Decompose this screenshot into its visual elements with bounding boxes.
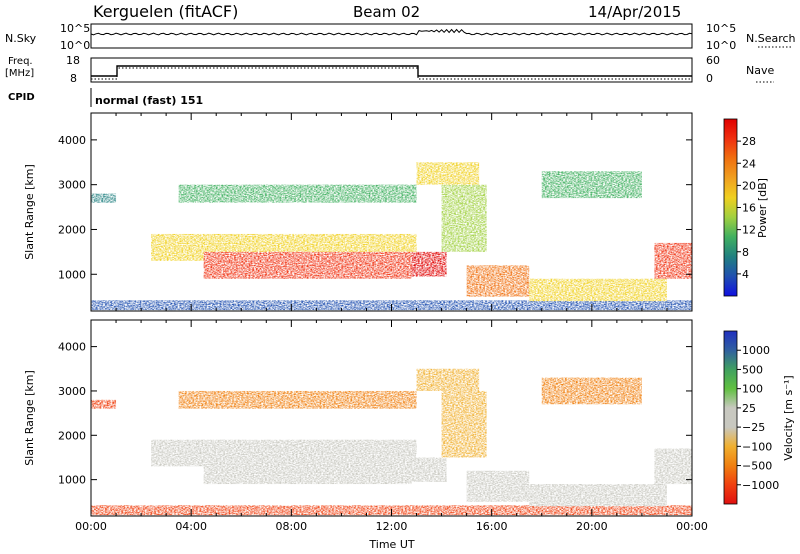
velocity-cb-label-5: −100 bbox=[742, 440, 772, 453]
power-echo-region-7 bbox=[654, 242, 692, 279]
freq-label: Freq. bbox=[8, 56, 33, 67]
velocity-data-layer bbox=[91, 368, 692, 516]
nsky-tick-top: 10^5 bbox=[60, 22, 90, 35]
nsky-trace bbox=[90, 28, 693, 36]
power-ytick-label-0: 1000 bbox=[58, 268, 86, 281]
power-cb-label-2: 12 bbox=[742, 224, 756, 237]
velocity-cb-label-7: −1000 bbox=[742, 479, 779, 492]
velocity-echo-region-8 bbox=[91, 399, 117, 409]
power-ytick-label-2: 3000 bbox=[58, 179, 86, 192]
power-colorbar-label: Power [dB] bbox=[756, 178, 769, 238]
velocity-ytick-label-1: 2000 bbox=[58, 429, 86, 442]
freq-unit: [MHz] bbox=[5, 68, 34, 79]
power-echo-region-4 bbox=[441, 184, 487, 252]
nave-tick-bottom: 0 bbox=[706, 72, 713, 85]
time-axis-label: Time UT bbox=[368, 538, 414, 551]
velocity-colorbar-label: Velocity [m s⁻¹] bbox=[782, 375, 795, 460]
power-ytick-label-1: 2000 bbox=[58, 223, 86, 236]
cpid-row: CPID normal (fast) 151 bbox=[8, 88, 203, 107]
velocity-echo-region-9 bbox=[178, 390, 417, 409]
freq-panel: Freq. [MHz] 18 8 60 0 Nave bbox=[5, 54, 774, 85]
station-title: Kerguelen (fitACF) bbox=[93, 2, 238, 21]
velocity-xtick-label-5: 20:00 bbox=[576, 520, 608, 533]
velocity-xtick-label-0: 00:00 bbox=[75, 520, 107, 533]
nsky-panel: N.Sky 10^5 10^0 10^5 10^0 N.Search bbox=[5, 22, 796, 52]
velocity-echo-region-5 bbox=[466, 470, 530, 502]
power-cb-label-5: 24 bbox=[742, 157, 756, 170]
power-ytick-label-3: 4000 bbox=[58, 134, 86, 147]
nsearch-label: N.Search bbox=[746, 32, 796, 45]
velocity-cb-label-0: 1000 bbox=[742, 344, 770, 357]
power-echo-region-10 bbox=[416, 162, 480, 185]
velocity-cb-label-4: −25 bbox=[742, 421, 765, 434]
power-echo-region-8 bbox=[91, 193, 117, 203]
velocity-echo-region-7 bbox=[654, 448, 692, 485]
freq-trace bbox=[91, 65, 692, 77]
velocity-echo-region-11 bbox=[541, 377, 642, 405]
date-label: 14/Apr/2015 bbox=[588, 3, 681, 21]
velocity-cb-label-6: −500 bbox=[742, 460, 772, 473]
nsky-tick-bottom: 10^0 bbox=[60, 39, 90, 52]
velocity-xtick-label-3: 12:00 bbox=[376, 520, 408, 533]
velocity-cb-label-1: 500 bbox=[742, 363, 763, 376]
velocity-xtick-label-2: 08:00 bbox=[275, 520, 307, 533]
power-cb-label-1: 8 bbox=[742, 246, 749, 259]
power-cb-label-3: 16 bbox=[742, 202, 756, 215]
nave-tick-top: 60 bbox=[706, 54, 720, 67]
power-echo-region-2 bbox=[203, 251, 412, 279]
velocity-echo-region-2 bbox=[203, 457, 412, 485]
power-panel: 1000 2000 3000 4000 Slant Range [km] 4 8 12 16… bbox=[23, 112, 769, 312]
velocity-echo-region-6 bbox=[529, 484, 667, 507]
nsearch-tick-top: 10^5 bbox=[706, 22, 736, 35]
power-cb-label-4: 20 bbox=[742, 179, 756, 192]
velocity-ytick-label-3: 4000 bbox=[58, 341, 86, 354]
nave-trace bbox=[91, 67, 692, 80]
velocity-ytick-label-0: 1000 bbox=[58, 474, 86, 487]
freq-tick-top: 18 bbox=[66, 54, 80, 67]
velocity-panel: 1000 2000 3000 4000 00:00 04:00 08:00 12:00 16:… bbox=[23, 319, 795, 551]
nave-label: Nave bbox=[746, 64, 774, 77]
cpid-label: CPID bbox=[8, 92, 35, 103]
power-data-layer bbox=[91, 162, 692, 311]
power-echo-region-6 bbox=[529, 278, 667, 302]
beam-label: Beam 02 bbox=[353, 3, 420, 21]
nsky-label: N.Sky bbox=[5, 32, 37, 45]
power-cb-label-6: 28 bbox=[742, 135, 756, 148]
power-colorbar bbox=[723, 118, 738, 297]
velocity-cb-label-3: 25 bbox=[742, 402, 756, 415]
velocity-xtick-label-4: 16:00 bbox=[476, 520, 508, 533]
freq-tick-bottom: 8 bbox=[70, 72, 77, 85]
power-echo-region-3 bbox=[411, 251, 447, 277]
velocity-echo-region-3 bbox=[411, 457, 447, 482]
cpid-value: normal (fast) 151 bbox=[95, 94, 203, 107]
velocity-echo-region-4 bbox=[441, 390, 487, 458]
velocity-colorbar bbox=[723, 330, 738, 505]
power-ylabel: Slant Range [km] bbox=[23, 164, 36, 260]
velocity-echo-region-10 bbox=[416, 368, 480, 391]
power-echo-region-11 bbox=[541, 171, 642, 199]
power-cb-label-0: 4 bbox=[742, 268, 749, 281]
velocity-ylabel: Slant Range [km] bbox=[23, 370, 36, 466]
velocity-xtick-label-1: 04:00 bbox=[175, 520, 207, 533]
velocity-ytick-label-2: 3000 bbox=[58, 385, 86, 398]
power-echo-region-5 bbox=[466, 265, 530, 297]
power-echo-region-9 bbox=[178, 184, 417, 203]
velocity-xtick-label-6: 00:00 bbox=[676, 520, 708, 533]
nsearch-tick-bottom: 10^0 bbox=[706, 39, 736, 52]
velocity-cb-label-2: 100 bbox=[742, 383, 763, 396]
